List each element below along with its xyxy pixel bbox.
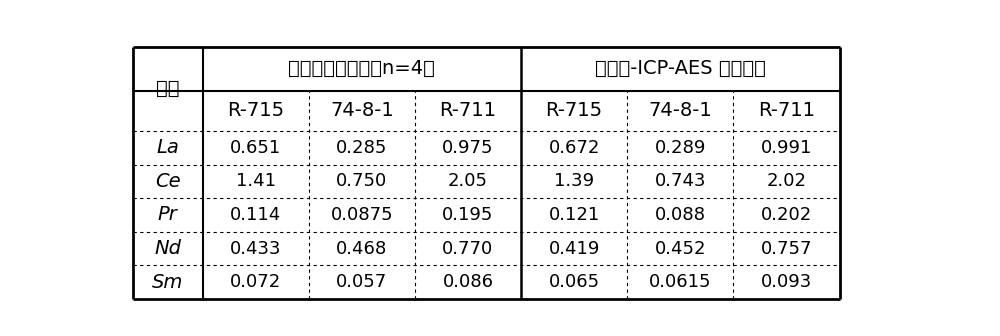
Text: 0.0875: 0.0875 bbox=[330, 206, 393, 224]
Text: 本方法测定值％（n=4）: 本方法测定值％（n=4） bbox=[288, 59, 435, 78]
Text: 0.672: 0.672 bbox=[548, 139, 600, 157]
Text: 2.05: 2.05 bbox=[448, 172, 488, 190]
Text: 74-8-1: 74-8-1 bbox=[330, 101, 394, 120]
Text: 0.0615: 0.0615 bbox=[649, 273, 712, 291]
Text: R-711: R-711 bbox=[758, 101, 815, 120]
Text: Sm: Sm bbox=[152, 273, 183, 292]
Text: 0.289: 0.289 bbox=[655, 139, 706, 157]
Text: R-711: R-711 bbox=[439, 101, 496, 120]
Text: 0.433: 0.433 bbox=[230, 240, 281, 258]
Text: 0.114: 0.114 bbox=[230, 206, 281, 224]
Text: 0.757: 0.757 bbox=[761, 240, 812, 258]
Text: 2.02: 2.02 bbox=[766, 172, 806, 190]
Text: 0.468: 0.468 bbox=[336, 240, 387, 258]
Text: R-715: R-715 bbox=[227, 101, 284, 120]
Text: 0.743: 0.743 bbox=[655, 172, 706, 190]
Text: 0.088: 0.088 bbox=[655, 206, 706, 224]
Text: Nd: Nd bbox=[154, 239, 181, 258]
Text: 74-8-1: 74-8-1 bbox=[648, 101, 712, 120]
Text: 碱熔融-ICP-AES 测定值％: 碱熔融-ICP-AES 测定值％ bbox=[595, 59, 766, 78]
Text: 0.195: 0.195 bbox=[442, 206, 494, 224]
Text: 元素: 元素 bbox=[156, 79, 179, 98]
Text: 0.651: 0.651 bbox=[230, 139, 281, 157]
Text: 0.750: 0.750 bbox=[336, 172, 387, 190]
Text: R-715: R-715 bbox=[546, 101, 603, 120]
Text: 0.452: 0.452 bbox=[655, 240, 706, 258]
Text: 0.065: 0.065 bbox=[549, 273, 600, 291]
Text: 1.41: 1.41 bbox=[236, 172, 276, 190]
Text: La: La bbox=[156, 138, 179, 157]
Text: 0.419: 0.419 bbox=[548, 240, 600, 258]
Text: Ce: Ce bbox=[155, 172, 180, 191]
Text: Pr: Pr bbox=[158, 205, 178, 224]
Text: 0.072: 0.072 bbox=[230, 273, 281, 291]
Text: 0.991: 0.991 bbox=[761, 139, 812, 157]
Text: 0.202: 0.202 bbox=[761, 206, 812, 224]
Text: 0.057: 0.057 bbox=[336, 273, 387, 291]
Text: 0.093: 0.093 bbox=[761, 273, 812, 291]
Text: 0.285: 0.285 bbox=[336, 139, 387, 157]
Text: 0.975: 0.975 bbox=[442, 139, 494, 157]
Text: 0.086: 0.086 bbox=[442, 273, 493, 291]
Text: 0.770: 0.770 bbox=[442, 240, 494, 258]
Text: 1.39: 1.39 bbox=[554, 172, 594, 190]
Text: 0.121: 0.121 bbox=[548, 206, 600, 224]
